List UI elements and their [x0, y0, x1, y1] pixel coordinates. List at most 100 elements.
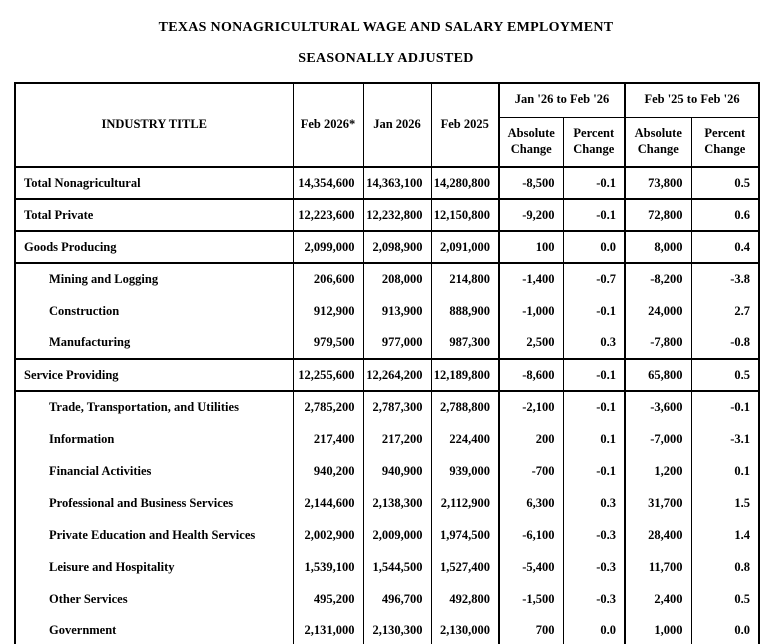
value-cell: 28,400 [624, 519, 692, 551]
value-cell: -7,000 [624, 423, 692, 455]
header-percent-change-2: Percent Change [690, 117, 760, 167]
industry-title-cell: Professional and Business Services [49, 495, 234, 510]
value-cell: 0.8 [690, 551, 760, 583]
value-cell: 14,354,600 [292, 167, 363, 199]
value-cell: -0.7 [562, 262, 626, 295]
employment-table: INDUSTRY TITLE Feb 2026* Jan 2026 Feb 20… [14, 82, 761, 644]
table-row: Construction 912,900 913,900 888,900 -1,000-… [15, 295, 760, 327]
value-cell: 939,000 [430, 455, 499, 487]
value-cell: 0.5 [690, 167, 760, 199]
value-cell: 0.5 [690, 583, 760, 615]
value-cell: 12,255,600 [292, 358, 363, 391]
value-cell: 208,000 [362, 262, 431, 295]
value-cell: 0.1 [690, 455, 760, 487]
value-cell: -5,400 [498, 551, 563, 583]
industry-title-cell: Financial Activities [49, 463, 152, 478]
value-cell: 913,900 [362, 295, 431, 327]
value-cell: 492,800 [430, 583, 499, 615]
value-cell: 2,091,000 [430, 230, 499, 263]
value-cell: 24,000 [624, 295, 692, 327]
value-cell: 8,000 [624, 230, 692, 263]
value-cell: 912,900 [292, 295, 363, 327]
value-cell: 14,280,800 [430, 167, 499, 199]
header-feb-2025: Feb 2025 [430, 83, 499, 167]
value-cell: 700 [498, 615, 563, 644]
table-row: Service Providing 12,255,600 12,264,200 12,… [15, 358, 760, 391]
table-row: Other Services 495,200 496,700 492,800 -1,50… [15, 583, 760, 615]
value-cell: 1,527,400 [430, 551, 499, 583]
value-cell: -8,500 [498, 167, 563, 199]
value-cell: 217,400 [292, 423, 363, 455]
industry-title-cell: Trade, Transportation, and Utilities [15, 390, 293, 423]
industry-title-cell: Total Private [15, 198, 293, 231]
value-cell: -8,200 [624, 262, 692, 295]
header-absolute-change-1: Absolute Change [498, 117, 563, 167]
value-cell: 0.0 [562, 230, 626, 263]
table-row: Government 2,131,000 2,130,300 2,130,000 700… [15, 615, 760, 644]
value-cell: 0.0 [690, 615, 760, 644]
value-cell: 12,189,800 [430, 358, 499, 391]
header-group-feb25-feb26: Feb '25 to Feb '26 [624, 83, 760, 118]
value-cell: 1.5 [690, 487, 760, 519]
value-cell: -700 [498, 455, 563, 487]
page-subtitle: SEASONALLY ADJUSTED [298, 51, 474, 66]
table-row: Financial Activities 940,200 940,900 939,00… [15, 455, 760, 487]
value-cell: 2,138,300 [362, 487, 431, 519]
table-row: Professional and Business Services 2,144,… [15, 487, 760, 519]
value-cell: -0.1 [562, 295, 626, 327]
value-cell: -1,000 [498, 295, 563, 327]
value-cell: -3,600 [624, 390, 692, 423]
industry-title-cell: Leisure and Hospitality [49, 559, 175, 574]
value-cell: 2,130,300 [362, 615, 431, 644]
value-cell: 0.3 [562, 487, 626, 519]
value-cell: 2,009,000 [362, 519, 431, 551]
value-cell: -0.1 [562, 455, 626, 487]
value-cell: 496,700 [362, 583, 431, 615]
industry-title-cell: Construction [49, 303, 120, 318]
value-cell: 2,400 [624, 583, 692, 615]
value-cell: 2.7 [690, 295, 760, 327]
value-cell: 2,785,200 [292, 390, 363, 423]
industry-title-cell: Service Providing [15, 358, 293, 391]
industry-title-cell: Information [49, 431, 115, 446]
value-cell: 0.1 [562, 423, 626, 455]
header-group-row: INDUSTRY TITLE Feb 2026* Jan 2026 Feb 20… [15, 83, 760, 167]
value-cell: -6,100 [498, 519, 563, 551]
value-cell: 2,098,900 [362, 230, 431, 263]
industry-title-cell: Government [49, 623, 117, 637]
value-cell: 1.4 [690, 519, 760, 551]
industry-title-cell: Manufacturing [49, 335, 131, 349]
value-cell: -3.1 [690, 423, 760, 455]
value-cell: 2,099,000 [292, 230, 363, 263]
value-cell: 12,232,800 [362, 198, 431, 231]
value-cell: 11,700 [624, 551, 692, 583]
value-cell: 6,300 [498, 487, 563, 519]
value-cell: 0.6 [690, 198, 760, 231]
value-cell: 940,900 [362, 455, 431, 487]
value-cell: -0.3 [562, 519, 626, 551]
industry-title-cell: Mining and Logging [15, 262, 293, 295]
header-feb-2026: Feb 2026* [292, 83, 363, 167]
value-cell: 0.5 [690, 358, 760, 391]
value-cell: 14,363,100 [362, 167, 431, 199]
value-cell: 65,800 [624, 358, 692, 391]
value-cell: -9,200 [498, 198, 563, 231]
value-cell: 2,002,900 [292, 519, 363, 551]
table-row: Goods Producing 2,099,000 2,098,900 2,091,0… [15, 230, 760, 263]
table-row: Total Private 12,223,600 12,232,800 12,150,… [15, 198, 760, 231]
industry-title-cell: Other Services [49, 591, 128, 606]
value-cell: 2,788,800 [430, 390, 499, 423]
table-row: Trade, Transportation, and Utilities 2,78… [15, 390, 760, 423]
value-cell: 217,200 [362, 423, 431, 455]
value-cell: 979,500 [292, 327, 363, 359]
table-row: Information 217,400 217,200 224,400 200 0.1 -7… [15, 423, 760, 455]
table-row: Leisure and Hospitality 1,539,100 1,544,50… [15, 551, 760, 583]
value-cell: 12,223,600 [292, 198, 363, 231]
table-row: Total Nonagricultural 14,354,600 14,363,10… [15, 167, 760, 199]
value-cell: 1,544,500 [362, 551, 431, 583]
value-cell: 12,264,200 [362, 358, 431, 391]
value-cell: -2,100 [498, 390, 563, 423]
value-cell: -1,500 [498, 583, 563, 615]
value-cell: 495,200 [292, 583, 363, 615]
header-absolute-change-2: Absolute Change [624, 117, 692, 167]
